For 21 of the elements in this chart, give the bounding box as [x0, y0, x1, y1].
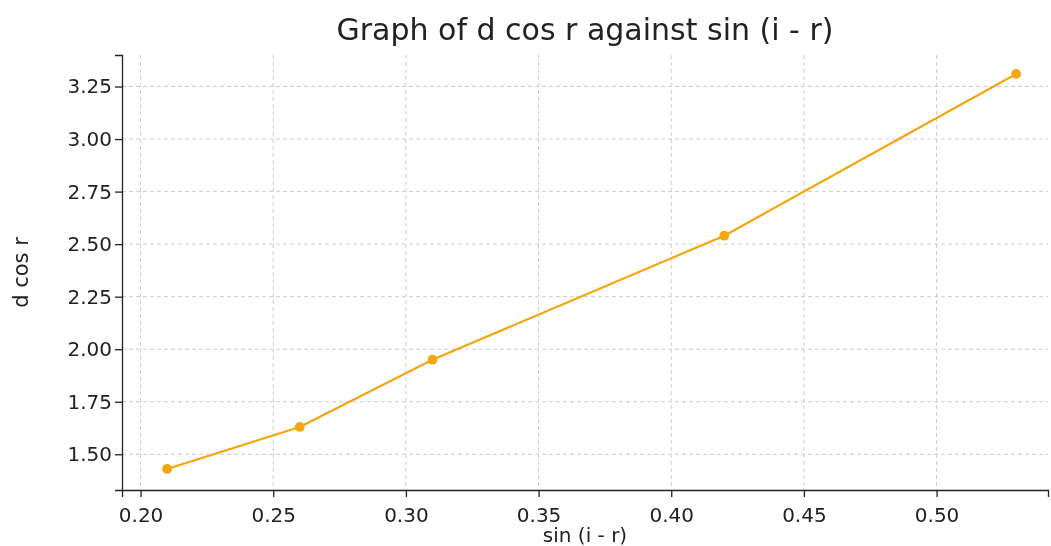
y-tick-label: 2.25: [67, 284, 112, 309]
point: [719, 230, 730, 241]
x-tick-label: 0.25: [251, 503, 296, 527]
point: [1011, 69, 1022, 79]
y-tick-label: 3.00: [67, 126, 112, 151]
x-tick-label: 0.50: [914, 503, 960, 527]
y-tick-label: 2.00: [67, 337, 112, 362]
point: [162, 464, 172, 474]
x-tick-label: 0.45: [782, 503, 827, 527]
y-tick-label: 2.75: [67, 179, 112, 204]
point: [294, 422, 305, 432]
x-tick-label: 0.40: [649, 503, 694, 527]
y-tick-label: 3.25: [67, 74, 112, 99]
y-tick-label: 1.50: [67, 442, 112, 467]
y-axis-title: d cos r: [9, 236, 33, 308]
y-tick-label: 2.50: [67, 232, 112, 257]
x-tick-label: 0.30: [384, 503, 429, 527]
chart-title: Graph of d cos r against sin (i - r): [336, 12, 834, 47]
point: [427, 354, 438, 365]
x-tick-label: 0.20: [118, 503, 164, 527]
y-tick-label: 1.75: [67, 389, 112, 414]
